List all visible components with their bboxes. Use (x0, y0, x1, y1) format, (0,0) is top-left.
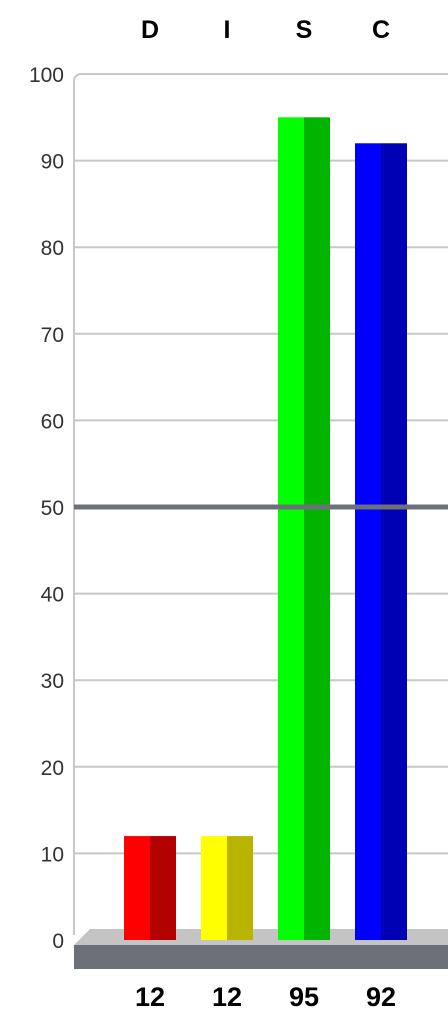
y-tick-label-50: 50 (41, 497, 64, 520)
y-tick-label-90: 90 (41, 151, 64, 174)
y-tick-label-80: 80 (41, 237, 64, 260)
category-label-i: I (224, 16, 231, 44)
y-tick-label-40: 40 (41, 584, 64, 607)
bar-c-front (355, 143, 381, 940)
bar-s-side (304, 117, 330, 941)
value-label-d: 12 (135, 982, 165, 1012)
bar-i (201, 836, 253, 940)
y-tick-label-0: 0 (52, 930, 64, 953)
y-tick-label-20: 20 (41, 757, 64, 780)
bar-d-side (150, 836, 176, 940)
y-tick-label-30: 30 (41, 670, 64, 693)
value-label-c: 92 (366, 982, 396, 1012)
value-label-s: 95 (289, 982, 319, 1012)
plot-frame (73, 73, 448, 935)
category-label-c: C (372, 16, 390, 44)
y-axis-tick-labels: 0 10 20 30 40 50 60 70 80 90 100 (29, 64, 64, 953)
base-platform (74, 929, 448, 969)
category-label-s: S (296, 16, 313, 44)
bar-c-side (381, 143, 407, 940)
base-front-face (74, 945, 448, 969)
bar-d (124, 836, 176, 940)
value-label-i: 12 (212, 982, 242, 1012)
bar-i-front (201, 836, 227, 940)
bar-i-side (227, 836, 253, 940)
bars (124, 117, 407, 941)
y-tick-label-70: 70 (41, 324, 64, 347)
bar-s (278, 117, 330, 941)
bar-d-front (124, 836, 150, 940)
y-tick-label-60: 60 (41, 410, 64, 433)
bar-s-front (278, 117, 304, 941)
value-labels: 12 12 95 92 (135, 982, 396, 1012)
category-label-d: D (141, 16, 159, 44)
plot-border (73, 73, 448, 935)
bar-c (355, 143, 407, 940)
y-tick-label-100: 100 (29, 64, 64, 87)
y-tick-label-10: 10 (41, 843, 64, 866)
